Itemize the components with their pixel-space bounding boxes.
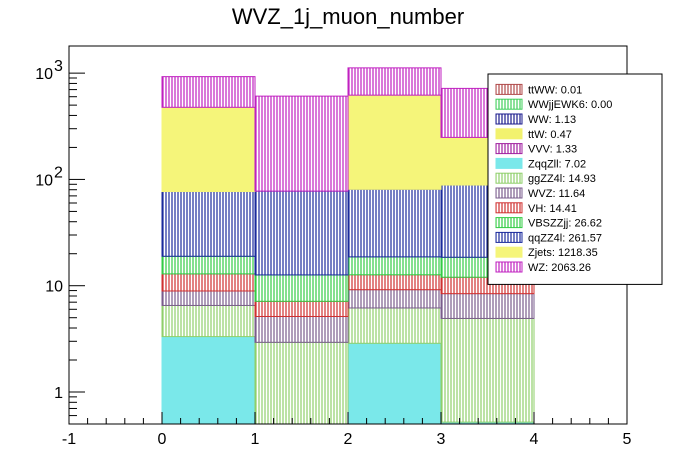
x-tick-label: 2 (344, 431, 353, 448)
bar-segment (254, 274, 349, 302)
bar-segment (347, 94, 442, 190)
legend-label: VH: 14.41 (528, 203, 577, 215)
x-tick-label: -1 (62, 431, 76, 448)
legend-label: qqZZ4l: 261.57 (528, 232, 602, 244)
bar-segment (347, 67, 442, 96)
bar-segment (161, 304, 256, 338)
legend-swatch (495, 217, 523, 229)
bar-segment (347, 342, 442, 425)
bar-segment (161, 106, 256, 193)
bar-segment (254, 315, 349, 343)
legend-swatch (495, 172, 523, 184)
bars-layer (161, 67, 535, 425)
legend-swatch (495, 98, 523, 110)
legend-swatch (495, 261, 523, 273)
legend-label: WWjjEWK6: 0.00 (528, 99, 612, 111)
bar-segment (161, 191, 256, 257)
y-tick-label: 1 (54, 385, 63, 402)
chart-title: WVZ_1j_muon_number (232, 4, 464, 29)
y-tick-label: 10 (35, 172, 53, 189)
x-tick-label: 1 (251, 431, 260, 448)
series-7 (161, 289, 535, 343)
bar-segment (347, 307, 442, 344)
legend-swatch (495, 157, 523, 169)
bar-segment (347, 188, 442, 258)
y-tick-exponent: 3 (54, 58, 63, 75)
series-5 (161, 336, 535, 425)
bar-segment (254, 95, 349, 192)
legend-swatch (495, 246, 523, 258)
legend-label: WW: 1.13 (528, 114, 576, 126)
bar-segment (161, 273, 256, 292)
bar-segment (254, 300, 349, 317)
y-tick-exponent: 2 (54, 164, 63, 181)
legend-swatch (495, 128, 523, 140)
bar-segment (161, 76, 256, 108)
legend-swatch (495, 143, 523, 155)
bar-segment (440, 293, 535, 319)
legend-label: Zjets: 1218.35 (528, 247, 598, 259)
legend-label: VVV: 1.33 (528, 144, 577, 156)
bar-segment (254, 190, 349, 276)
bar-segment (347, 274, 442, 291)
bar-segment (254, 341, 349, 425)
x-tick-label: 4 (530, 431, 539, 448)
x-tick-label: 3 (437, 431, 446, 448)
legend-swatch (495, 83, 523, 95)
bar-segment (440, 317, 535, 423)
legend-label: ttWW: 0.01 (528, 84, 582, 96)
bar-segment (161, 336, 256, 425)
legend-label: WZ: 2063.26 (528, 262, 591, 274)
legend: ttWW: 0.01 WWjjEWK6: 0.00 WW: 1.13 ttW: 0.4… (487, 73, 663, 285)
y-tick-label: 10 (35, 66, 53, 83)
x-tick-label: 5 (623, 431, 632, 448)
y-tick-label: 10 (45, 279, 63, 296)
bar-segment (347, 289, 442, 309)
legend-swatch (495, 202, 523, 214)
legend-label: ttW: 0.47 (528, 129, 572, 141)
bar-segment (161, 290, 256, 306)
legend-label: WVZ: 11.64 (528, 188, 585, 200)
legend-label: ggZZ4l: 14.93 (528, 173, 596, 185)
x-tick-label: 0 (158, 431, 167, 448)
legend-swatch (495, 231, 523, 243)
legend-swatch (495, 187, 523, 199)
bar-segment (347, 256, 442, 276)
bar-segment (161, 255, 256, 275)
legend-swatch (495, 113, 523, 125)
legend-label: ZqqZll: 7.02 (528, 158, 586, 170)
legend-label: VBSZZjj: 26.62 (528, 218, 602, 230)
